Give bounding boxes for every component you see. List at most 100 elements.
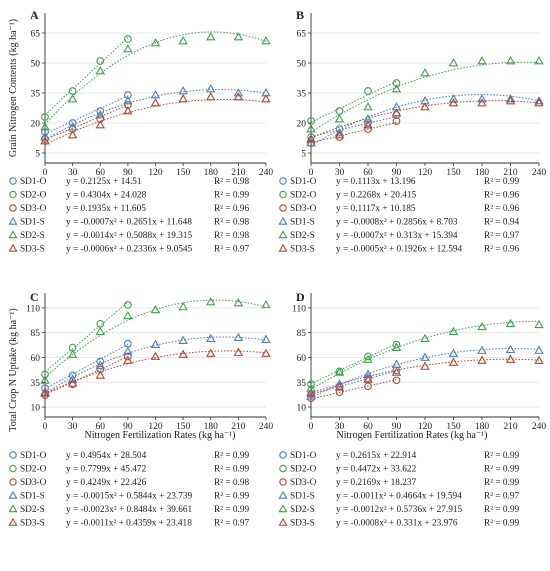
legend-series-name: SD2-S xyxy=(290,231,315,241)
point-sd3-s xyxy=(534,355,544,364)
legend-r2: R² = 0.96 xyxy=(484,204,520,214)
point-sd3-s xyxy=(40,388,50,397)
trendline-sd3-o xyxy=(44,104,129,141)
point-sd1-s xyxy=(420,352,430,361)
legend-r2: R² = 0.94 xyxy=(484,218,520,228)
legend-equation: y = 0.1935x + 11.605 xyxy=(66,204,146,214)
legend-r2: R² = 0.99 xyxy=(484,519,520,529)
legend-equation: y = 0.1113x + 13.196 xyxy=(336,177,416,187)
point-sd1-s xyxy=(448,94,459,103)
point-sd3-s xyxy=(123,355,133,364)
legend-series-name: SD1-O xyxy=(290,451,317,461)
point-sd2-s xyxy=(206,297,216,306)
legend-series-name: SD3-O xyxy=(290,204,317,214)
legend-series-name: SD3-S xyxy=(290,245,315,255)
x-tick-label: 120 xyxy=(148,168,163,178)
legend-r2: R² = 0.99 xyxy=(484,451,520,461)
legend-marker xyxy=(9,177,17,185)
point-sd1-o xyxy=(68,119,77,127)
legend-marker xyxy=(279,177,287,185)
legend-series-name: SD2-O xyxy=(290,191,317,201)
point-sd1-s xyxy=(178,86,188,95)
y-tick-label: 50 xyxy=(31,60,41,70)
legend-equation: y = 0.4249x + 22.426 xyxy=(66,478,147,488)
point-sd2-s xyxy=(261,299,271,309)
point-sd1-s xyxy=(477,94,487,103)
point-sd3-s xyxy=(306,388,316,397)
point-sd1-s xyxy=(334,379,345,388)
point-sd2-s xyxy=(178,301,188,311)
x-tick-label: 240 xyxy=(259,422,274,432)
point-sd3-s xyxy=(123,106,133,115)
point-sd1-s xyxy=(67,122,78,131)
point-sd2-o xyxy=(364,87,372,95)
point-sd2-o xyxy=(96,57,105,65)
point-sd2-s xyxy=(505,56,516,65)
point-sd2-s xyxy=(206,32,216,41)
legend-marker xyxy=(9,190,17,199)
legend-r2: R² = 0.98 xyxy=(214,177,250,187)
point-sd3-s xyxy=(261,348,271,357)
point-sd1-s xyxy=(233,88,244,97)
legend-series-name: SD2-O xyxy=(20,465,47,475)
legend-marker xyxy=(278,216,288,225)
point-sd2-s xyxy=(150,304,161,314)
legend-r2: R² = 0.96 xyxy=(214,204,250,214)
x-tick-label: 150 xyxy=(176,422,191,432)
point-sd3-o xyxy=(392,376,401,385)
legend-marker xyxy=(278,230,288,239)
legend-r2: R² = 0.98 xyxy=(214,478,250,488)
point-sd1-s xyxy=(95,360,105,369)
legend-marker xyxy=(9,204,17,212)
legend-r2: R² = 0.99 xyxy=(484,505,520,515)
point-sd1-s xyxy=(233,332,244,342)
point-sd2-o xyxy=(124,301,132,309)
legend-series-name: SD1-S xyxy=(20,218,45,228)
legend-equation: y = 0.2125x + 14.51 xyxy=(66,177,142,187)
legend-equation: y = -0.0023x² + 0.8484x + 39.661 xyxy=(66,505,193,515)
point-sd1-s xyxy=(534,96,544,105)
point-sd3-s xyxy=(477,355,487,364)
point-sd2-s xyxy=(391,84,402,93)
x-tick-label: 90 xyxy=(123,422,133,432)
legend-series-name: SD1-O xyxy=(20,451,47,461)
point-sd3-s xyxy=(534,98,544,107)
legend-equation: y = -0.0006x² + 0.2336x + 9.0545 xyxy=(66,245,193,255)
point-sd1-s xyxy=(178,335,188,345)
point-sd1-s xyxy=(40,132,50,141)
y-tick-label: 85 xyxy=(297,329,307,339)
point-sd2-s xyxy=(534,319,544,329)
point-sd2-o xyxy=(41,113,49,121)
x-tick-label: 210 xyxy=(503,422,518,432)
xlabel-left: Nitrogen Fertilization Rates (kg ha⁻¹) xyxy=(84,430,235,441)
point-sd1-s xyxy=(206,333,216,343)
panel-b: 0 30 60 90 120 150 180 210 240 5 20 35 50 65 B SD1-O y =… xyxy=(278,8,546,255)
legend-r2: R² = 0.99 xyxy=(214,492,250,502)
point-sd2-s xyxy=(123,310,133,320)
x-tick-label: 210 xyxy=(231,422,246,432)
legend-marker xyxy=(9,451,17,459)
legend-equation: y = -0.0005x² + 0.1926x + 12.594 xyxy=(336,245,463,255)
x-tick-label: 90 xyxy=(392,168,402,178)
legend-marker xyxy=(8,490,18,499)
legend-equation: y = -0.0012x² + 0.5736x + 27.915 xyxy=(336,505,463,515)
legend-series-name: SD2-S xyxy=(20,505,45,515)
point-sd3-s xyxy=(363,120,373,129)
x-tick-label: 0 xyxy=(309,422,314,432)
point-sd1-s xyxy=(306,138,316,147)
y-tick-label: 10 xyxy=(297,404,307,414)
x-tick-label: 60 xyxy=(96,422,106,432)
legend-r2: R² = 0.98 xyxy=(214,218,250,228)
y-tick-label: 35 xyxy=(31,379,41,389)
point-sd1-s xyxy=(95,110,105,119)
trendline-sd3-s xyxy=(44,350,267,395)
legend-equation: y = 0.4472x + 33.622 xyxy=(336,465,417,475)
point-sd3-s xyxy=(150,351,161,360)
legend-series-name: SD2-S xyxy=(290,505,315,515)
y-tick-label: 5 xyxy=(301,150,306,160)
legend-r2: R² = 0.99 xyxy=(214,451,250,461)
legend-marker xyxy=(279,464,287,473)
point-sd1-s xyxy=(150,90,161,99)
point-sd3-s xyxy=(448,98,459,107)
